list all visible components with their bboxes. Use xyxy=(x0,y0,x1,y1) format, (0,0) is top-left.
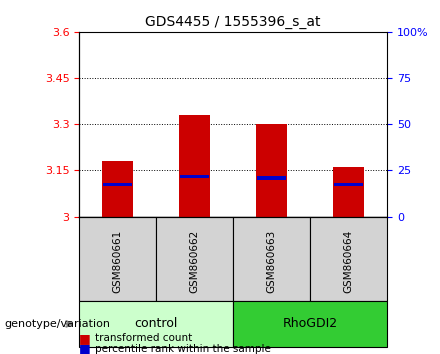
Bar xyxy=(334,167,364,217)
Text: genotype/variation: genotype/variation xyxy=(4,319,110,329)
Text: percentile rank within the sample: percentile rank within the sample xyxy=(95,344,271,354)
Bar xyxy=(256,124,287,217)
Bar xyxy=(257,176,286,180)
Text: control: control xyxy=(135,317,178,330)
Text: RhoGDI2: RhoGDI2 xyxy=(282,317,338,330)
Bar xyxy=(102,161,133,217)
Text: ■: ■ xyxy=(79,342,91,354)
Text: transformed count: transformed count xyxy=(95,333,192,343)
Text: GSM860662: GSM860662 xyxy=(190,229,200,292)
FancyBboxPatch shape xyxy=(79,301,233,347)
FancyBboxPatch shape xyxy=(233,217,310,301)
Bar xyxy=(180,115,210,217)
Text: GSM860661: GSM860661 xyxy=(113,229,123,292)
Bar xyxy=(334,183,363,186)
Text: GSM860664: GSM860664 xyxy=(344,229,354,292)
FancyBboxPatch shape xyxy=(233,301,387,347)
Text: ■: ■ xyxy=(79,332,91,344)
FancyBboxPatch shape xyxy=(310,217,387,301)
Bar xyxy=(103,183,132,186)
Title: GDS4455 / 1555396_s_at: GDS4455 / 1555396_s_at xyxy=(146,16,321,29)
Text: GSM860663: GSM860663 xyxy=(267,229,277,292)
Bar xyxy=(180,175,209,178)
FancyBboxPatch shape xyxy=(156,217,233,301)
FancyBboxPatch shape xyxy=(79,217,156,301)
